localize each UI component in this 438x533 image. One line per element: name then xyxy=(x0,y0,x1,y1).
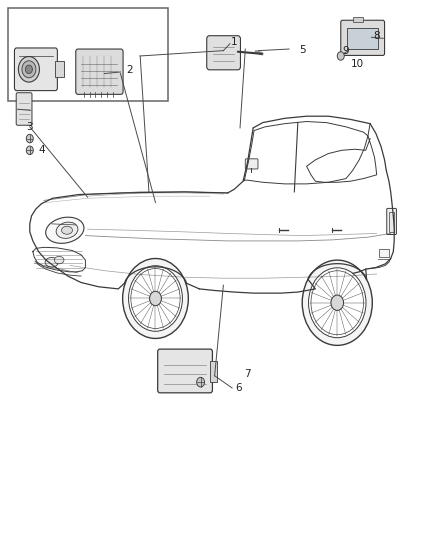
Text: 3: 3 xyxy=(26,122,33,132)
Text: 10: 10 xyxy=(350,59,364,69)
Text: 8: 8 xyxy=(373,31,380,41)
Circle shape xyxy=(123,259,188,338)
FancyBboxPatch shape xyxy=(245,159,258,169)
FancyBboxPatch shape xyxy=(207,36,240,70)
Bar xyxy=(8,8,168,101)
FancyBboxPatch shape xyxy=(16,93,32,125)
Text: 1: 1 xyxy=(231,37,238,46)
Ellipse shape xyxy=(61,227,72,235)
Circle shape xyxy=(337,52,344,60)
Circle shape xyxy=(25,65,32,74)
Circle shape xyxy=(302,260,372,345)
Circle shape xyxy=(197,377,205,387)
Ellipse shape xyxy=(46,217,84,244)
Text: 2: 2 xyxy=(126,66,133,75)
Text: 6: 6 xyxy=(235,383,242,393)
Text: 4: 4 xyxy=(38,146,45,155)
Text: 5: 5 xyxy=(299,45,306,54)
FancyBboxPatch shape xyxy=(387,208,396,235)
Circle shape xyxy=(129,265,182,331)
FancyBboxPatch shape xyxy=(347,28,378,49)
Circle shape xyxy=(149,291,162,306)
Circle shape xyxy=(331,295,343,310)
Text: 9: 9 xyxy=(343,46,350,55)
FancyBboxPatch shape xyxy=(76,49,123,94)
FancyBboxPatch shape xyxy=(341,20,385,55)
Circle shape xyxy=(22,61,36,78)
Ellipse shape xyxy=(45,257,58,267)
Circle shape xyxy=(18,56,39,82)
Text: 7: 7 xyxy=(244,369,251,379)
Ellipse shape xyxy=(56,222,78,238)
FancyBboxPatch shape xyxy=(389,212,394,232)
Ellipse shape xyxy=(54,256,64,264)
Circle shape xyxy=(26,134,33,143)
FancyBboxPatch shape xyxy=(379,249,389,257)
FancyBboxPatch shape xyxy=(55,61,64,77)
Circle shape xyxy=(308,268,366,338)
FancyBboxPatch shape xyxy=(14,48,57,91)
FancyBboxPatch shape xyxy=(210,361,217,382)
FancyBboxPatch shape xyxy=(353,17,363,22)
Circle shape xyxy=(26,146,33,155)
FancyBboxPatch shape xyxy=(158,349,212,393)
